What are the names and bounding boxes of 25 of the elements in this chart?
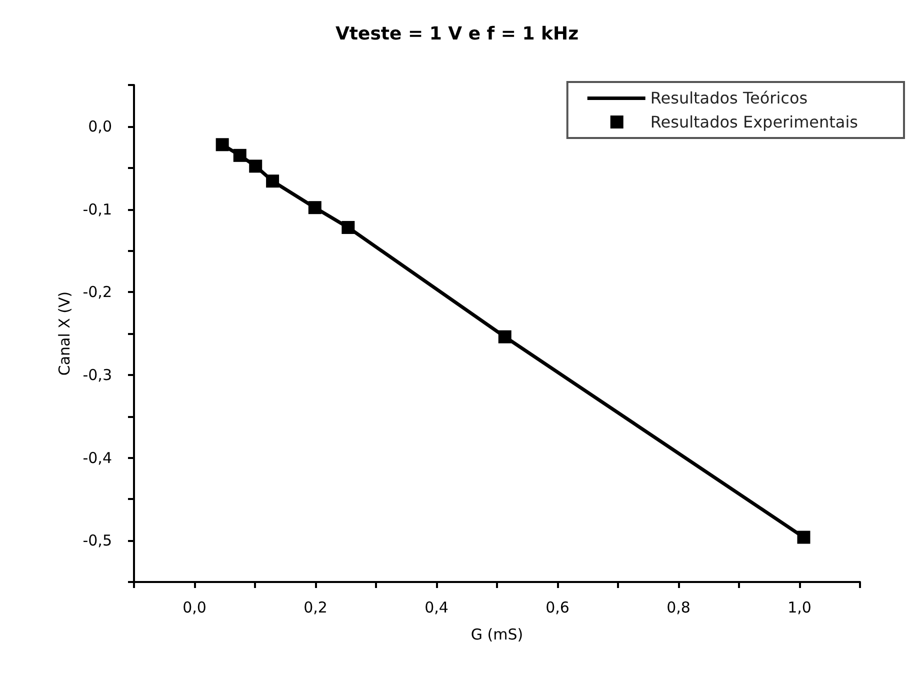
x-tick-label: 0,2: [304, 598, 328, 616]
point: [266, 174, 280, 188]
y-tick-label: -0,4: [82, 448, 112, 467]
x-tick-label: 0,0: [182, 598, 206, 616]
x-tick-label: 0,6: [546, 598, 570, 616]
x-tick-label: 0,8: [666, 598, 690, 616]
x-tick-label: 0,4: [424, 598, 448, 616]
point: [498, 330, 512, 344]
point: [249, 160, 262, 173]
point: [342, 220, 355, 234]
legend-label: Resultados Experimentais: [650, 112, 858, 132]
x-axis-title: G (mS): [470, 626, 524, 644]
y-axis-title: Canal X (V): [55, 291, 74, 376]
legend-label: Resultados Teóricos: [650, 88, 808, 108]
y-tick-label: -0,2: [82, 283, 112, 302]
chart-title: Vteste = 1 V e f = 1 kHz: [335, 24, 579, 44]
y-tick-label: 0,0: [88, 117, 112, 136]
y-tick-label: -0,1: [82, 200, 112, 218]
point: [797, 530, 810, 544]
point: [216, 138, 229, 152]
point: [233, 148, 246, 162]
point: [308, 201, 322, 214]
y-tick-label: -0,3: [82, 366, 112, 384]
x-tick-label: 1,0: [788, 598, 812, 616]
y-tick-label: -0,5: [82, 532, 112, 550]
